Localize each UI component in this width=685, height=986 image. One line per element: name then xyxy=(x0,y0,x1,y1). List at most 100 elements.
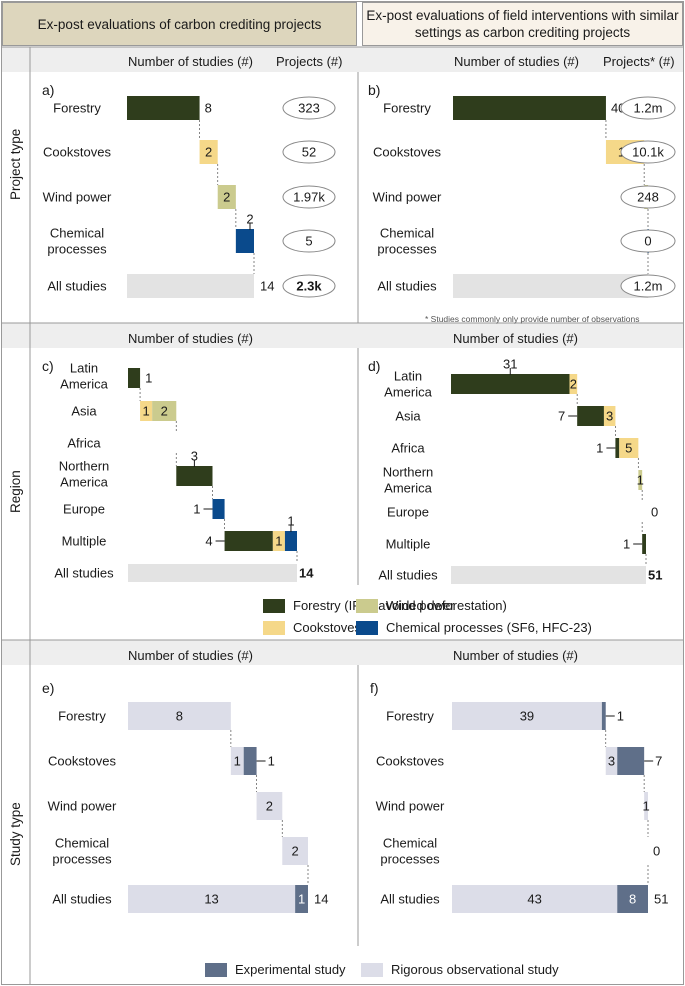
category-label-c-4: Europe xyxy=(63,502,105,517)
value-label-e-1-observational: 1 xyxy=(234,754,241,769)
panel-label-a: a) xyxy=(42,82,54,98)
total-label-c: 14 xyxy=(299,566,314,581)
category-label-d-0-0: Latin xyxy=(394,369,422,384)
category-label-f-4: All studies xyxy=(380,892,440,907)
category-label-a-3-1: processes xyxy=(47,242,107,257)
bar-d-all-studies xyxy=(451,566,646,584)
category-label-d-0-1: America xyxy=(384,385,432,400)
bar-c-3-forestry xyxy=(176,466,213,486)
value-label-e-2-observational: 2 xyxy=(266,799,273,814)
projects-oval-b-2 xyxy=(620,185,676,209)
projects-value-b-3: 0 xyxy=(644,234,651,249)
panel-label-f: f) xyxy=(370,680,379,696)
value-label-c-3-forestry: 3 xyxy=(191,449,198,464)
bar-d-1-cookstoves xyxy=(603,406,616,426)
row-label-project-type: Project type xyxy=(8,128,23,200)
bar-a-cookstoves xyxy=(199,140,218,164)
panel-label-c: c) xyxy=(42,358,54,374)
value-label-d-2-cookstoves: 5 xyxy=(625,441,632,456)
value-label-d-3-wind-power: 1 xyxy=(637,473,644,488)
bar-f-4-observational xyxy=(452,885,618,913)
category-label-b-1: Cookstoves xyxy=(373,145,441,160)
header-left-text: Ex-post evaluations of carbon crediting … xyxy=(37,16,322,32)
legend-swatch-wind xyxy=(356,598,378,613)
legend-chemical: Chemical processes (SF6, HFC-23) xyxy=(356,620,592,635)
category-label-e-4: All studies xyxy=(52,892,112,907)
value-label-e-4-experimental: 1 xyxy=(298,892,305,907)
legend-swatch-observational xyxy=(361,962,383,977)
category-label-f-1: Cookstoves xyxy=(376,754,444,769)
value-label-f-0-observational: 39 xyxy=(520,709,534,724)
total-label-a: 14 xyxy=(260,279,274,294)
category-label-c-1: Asia xyxy=(71,404,97,419)
value-label-a-cookstoves: 2 xyxy=(205,145,212,160)
bar-e-4-experimental xyxy=(295,885,308,913)
bar-a-chemical-processes xyxy=(235,229,254,253)
category-label-c-0-1: America xyxy=(60,377,108,392)
bar-d-2-cookstoves xyxy=(619,438,639,458)
bar-e-1-experimental xyxy=(243,747,257,775)
value-label-e-1-experimental: 1 xyxy=(268,754,275,769)
bar-e-0-observational xyxy=(128,702,231,730)
bar-f-1-observational xyxy=(605,747,618,775)
category-label-a-1: Cookstoves xyxy=(43,145,111,160)
header-right-text: Ex-post evaluations of field interventio… xyxy=(366,8,679,40)
bar-d-5-forestry xyxy=(642,534,646,554)
bar-d-0-forestry xyxy=(451,374,570,394)
category-label-b-0: Forestry xyxy=(383,101,431,116)
bar-a-forestry xyxy=(127,96,200,120)
value-label-a-wind-power: 2 xyxy=(223,190,230,205)
category-label-c-3-0: Northern xyxy=(59,459,110,474)
value-label-c-5-chemical-processes: 1 xyxy=(287,514,294,529)
projects-value-a-0: 323 xyxy=(298,101,320,116)
projects-value-a-3: 5 xyxy=(305,234,312,249)
category-label-e-3-1: processes xyxy=(52,852,112,867)
projects-oval-a-3 xyxy=(282,229,336,253)
value-label-f-2-observational: 1 xyxy=(642,799,649,814)
value-label-f-3-zero: 0 xyxy=(653,844,660,859)
value-label-d-0-cookstoves: 2 xyxy=(570,377,577,392)
value-label-c-5-forestry: 4 xyxy=(205,534,212,549)
category-label-e-2: Wind power xyxy=(48,799,117,814)
legend-swatch-cookstoves xyxy=(263,620,285,635)
value-label-d-1-cookstoves: 3 xyxy=(606,409,613,424)
value-label-d-europe-zero: 0 xyxy=(651,505,658,520)
axis-header-b-projects: Projects* (#) xyxy=(603,54,675,69)
value-label-e-3-observational: 2 xyxy=(292,844,299,859)
category-label-b-3-1: processes xyxy=(377,242,437,257)
category-label-e-1: Cookstoves xyxy=(48,754,116,769)
category-label-c-2: Africa xyxy=(67,436,101,451)
legend-label-experimental: Experimental study xyxy=(235,962,346,977)
projects-value-b-1: 10.1k xyxy=(632,145,664,160)
value-label-d-1-forestry: 7 xyxy=(558,409,565,424)
axis-header-f-studies: Number of studies (#) xyxy=(453,648,578,663)
bar-e-2-observational xyxy=(256,792,283,820)
axis-header-a-studies: Number of studies (#) xyxy=(128,54,253,69)
projects-oval-a-0 xyxy=(282,96,336,120)
projects-value-a-1: 52 xyxy=(302,145,316,160)
bar-a-all-studies xyxy=(127,274,254,298)
header-band-2 xyxy=(2,640,683,665)
bar-c-5-cookstoves xyxy=(272,531,285,551)
row-label-region: Region xyxy=(8,470,23,513)
category-label-f-2: Wind power xyxy=(376,799,445,814)
axis-header-b-studies: Number of studies (#) xyxy=(454,54,579,69)
header-band-1 xyxy=(2,323,683,348)
legend-cookstoves: Cookstoves xyxy=(263,620,361,635)
projects-oval-b-4 xyxy=(620,274,676,298)
category-label-c-6: All studies xyxy=(54,566,114,581)
bar-d-3-wind-power xyxy=(638,470,643,490)
legend-label-cookstoves: Cookstoves xyxy=(293,620,361,635)
category-label-d-5: Multiple xyxy=(386,537,431,552)
total-label-f: 51 xyxy=(654,892,668,907)
panel-label-e: e) xyxy=(42,680,54,696)
bar-c-all-studies xyxy=(128,564,297,582)
bar-e-1-observational xyxy=(230,747,244,775)
bar-c-0-forestry xyxy=(128,368,141,388)
category-label-d-1: Asia xyxy=(395,409,421,424)
category-label-c-3-1: America xyxy=(60,475,108,490)
legend-swatch-forestry xyxy=(263,598,285,613)
total-label-e: 14 xyxy=(314,892,328,907)
projects-oval-b-0 xyxy=(620,96,676,120)
legend-label-forestry: Forestry (IFM, avoided deforestation) xyxy=(293,598,507,613)
